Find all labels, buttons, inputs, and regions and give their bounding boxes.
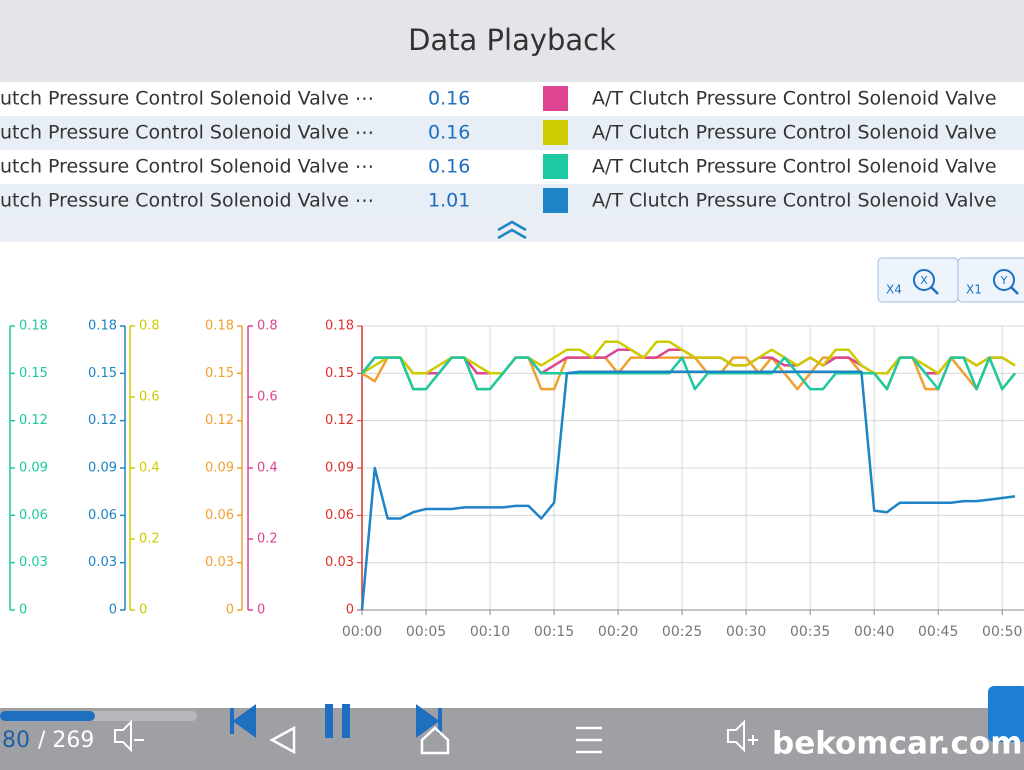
side-axis-label: 0.4 bbox=[257, 461, 278, 476]
side-axis-label: 0 bbox=[226, 603, 234, 618]
zoom-icon bbox=[930, 286, 939, 295]
side-axis-label: 0.03 bbox=[205, 555, 234, 570]
row-value: 0.16 bbox=[428, 88, 470, 110]
y-tick-label: 0.12 bbox=[325, 413, 354, 428]
side-axis-label: 0.12 bbox=[88, 413, 117, 428]
zoom-icon bbox=[993, 269, 1015, 291]
side-axis-label: 0.8 bbox=[139, 319, 160, 334]
row-color bbox=[543, 120, 568, 145]
zoom-icon bbox=[913, 269, 935, 291]
skip-next-icon[interactable] bbox=[416, 704, 442, 738]
row-value: 0.16 bbox=[428, 156, 470, 178]
side-axis-label: 0.18 bbox=[205, 319, 234, 334]
row-bg[interactable] bbox=[0, 184, 1024, 218]
side-axis-label: 0 bbox=[19, 603, 27, 618]
side-axis-label: 0 bbox=[109, 603, 117, 618]
side-axis-label: 0.03 bbox=[88, 555, 117, 570]
row-bg[interactable] bbox=[0, 150, 1024, 184]
zoom-label: X1 bbox=[966, 283, 982, 297]
header-title: Data Playback bbox=[408, 23, 616, 57]
row-value: 0.16 bbox=[428, 122, 470, 144]
skip-prev-icon[interactable] bbox=[230, 704, 256, 738]
side-axis-label: 0.12 bbox=[205, 413, 234, 428]
x-tick-label: 00:20 bbox=[598, 624, 638, 640]
zoom-icon bbox=[1010, 286, 1019, 295]
y-tick-label: 0.06 bbox=[325, 508, 354, 523]
volume-up-icon[interactable] bbox=[727, 719, 758, 753]
side-axis-label: 0.06 bbox=[205, 508, 234, 523]
header-bar bbox=[0, 0, 1024, 82]
x-tick-label: 00:50 bbox=[982, 624, 1022, 640]
x-tick-label: 00:10 bbox=[470, 624, 510, 640]
side-axis-label: 0.09 bbox=[19, 461, 48, 476]
row-color bbox=[543, 154, 568, 179]
side-axis-label: 0.09 bbox=[88, 461, 117, 476]
row-value: 1.01 bbox=[428, 190, 470, 212]
side-axis-label: 0.15 bbox=[19, 366, 48, 381]
y-tick-label: 0.15 bbox=[325, 366, 354, 381]
row-name: utch Pressure Control Solenoid Valve ⋯ bbox=[0, 190, 374, 212]
y-tick-label: 0 bbox=[346, 603, 354, 618]
x-tick-label: 00:45 bbox=[918, 624, 958, 640]
zoom-button[interactable] bbox=[957, 257, 1024, 303]
side-axis-label: 0 bbox=[257, 603, 265, 618]
x-tick-label: 00:00 bbox=[342, 624, 382, 640]
side-axis-label: 0.09 bbox=[205, 461, 234, 476]
data-line bbox=[361, 356, 1016, 391]
side-axis-label: 0.2 bbox=[257, 532, 278, 547]
row-bg[interactable] bbox=[0, 116, 1024, 150]
row-legend: A/T Clutch Pressure Control Solenoid Val… bbox=[592, 190, 997, 212]
zoom-icon-letter: Y bbox=[1000, 274, 1008, 287]
row-name: utch Pressure Control Solenoid Valve ⋯ bbox=[0, 156, 374, 178]
side-axis-label: 0.18 bbox=[19, 319, 48, 334]
x-tick-label: 00:05 bbox=[406, 624, 446, 640]
x-tick-label: 00:30 bbox=[726, 624, 766, 640]
side-axis-label: 0.15 bbox=[88, 366, 117, 381]
side-axis-label: 0.6 bbox=[139, 390, 160, 405]
progress-fill bbox=[0, 711, 95, 721]
side-axis-label: 0.03 bbox=[19, 555, 48, 570]
zoom-label: X4 bbox=[886, 283, 902, 297]
collapse-chevron[interactable] bbox=[497, 220, 527, 240]
row-bg[interactable] bbox=[0, 82, 1024, 116]
player-total: / 269 bbox=[38, 728, 94, 753]
x-tick-label: 00:25 bbox=[662, 624, 702, 640]
y-tick-label: 0.18 bbox=[325, 319, 354, 334]
row-legend: A/T Clutch Pressure Control Solenoid Val… bbox=[592, 88, 997, 110]
volume-down-icon[interactable] bbox=[114, 719, 144, 753]
row-legend: A/T Clutch Pressure Control Solenoid Val… bbox=[592, 122, 997, 144]
side-axis-label: 0.12 bbox=[19, 413, 48, 428]
back-icon[interactable] bbox=[269, 725, 296, 755]
content: utch Pressure Control Solenoid Valve ⋯ 0.… bbox=[0, 82, 1024, 762]
x-tick-label: 00:35 bbox=[790, 624, 830, 640]
home-icon[interactable] bbox=[420, 726, 450, 755]
y-tick-label: 0.09 bbox=[325, 461, 354, 476]
pause-bar[interactable] bbox=[325, 704, 333, 738]
x-tick-label: 00:40 bbox=[854, 624, 894, 640]
side-axis-label: 0.06 bbox=[19, 508, 48, 523]
side-axis-label: 0.6 bbox=[257, 390, 278, 405]
row-name: utch Pressure Control Solenoid Valve ⋯ bbox=[0, 122, 374, 144]
menu-icon[interactable] bbox=[576, 726, 602, 754]
watermark: bekomcar.com bbox=[772, 726, 1023, 762]
row-name: utch Pressure Control Solenoid Valve ⋯ bbox=[0, 88, 374, 110]
side-axis-label: 0.06 bbox=[88, 508, 117, 523]
player-position: 80 bbox=[2, 728, 30, 753]
side-axis-label: 0.4 bbox=[139, 461, 160, 476]
x-tick-label: 00:15 bbox=[534, 624, 574, 640]
pause-bar[interactable] bbox=[342, 704, 350, 738]
row-color bbox=[543, 86, 568, 111]
side-axis-label: 0.15 bbox=[205, 366, 234, 381]
zoom-icon-letter: X bbox=[920, 274, 928, 287]
y-tick-label: 0.03 bbox=[325, 555, 354, 570]
data-line bbox=[360, 370, 1016, 611]
row-color bbox=[543, 188, 568, 213]
side-axis-label: 0.2 bbox=[139, 532, 160, 547]
side-axis-label: 0.18 bbox=[88, 319, 117, 334]
side-button[interactable] bbox=[988, 686, 1024, 742]
side-axis-label: 0.8 bbox=[257, 319, 278, 334]
side-axis-label: 0 bbox=[139, 603, 147, 618]
row-legend: A/T Clutch Pressure Control Solenoid Val… bbox=[592, 156, 997, 178]
